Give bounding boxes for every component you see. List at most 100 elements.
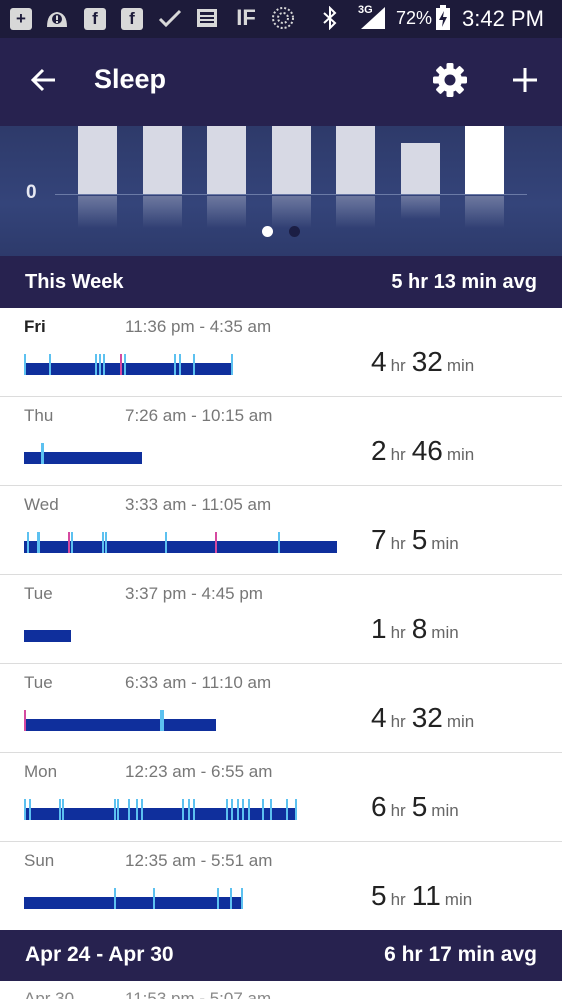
page-indicator-dot[interactable] [289, 226, 300, 237]
restless-mark [99, 354, 101, 375]
restless-mark [179, 354, 181, 375]
row-duration: 4 hr 32 min [371, 702, 480, 734]
restless-mark [165, 532, 167, 553]
chart-bar-reflection [465, 196, 504, 228]
duration-value: 5 [411, 791, 428, 822]
row-time-range: 11:53 pm - 5:07 am [125, 989, 272, 999]
restless-mark [217, 888, 219, 909]
restless-mark [241, 888, 243, 909]
restless-mark [237, 799, 239, 820]
page-indicator-dot[interactable] [262, 226, 273, 237]
restless-mark [193, 799, 195, 820]
chart-bar[interactable] [78, 126, 117, 194]
duration-unit: hr [390, 712, 406, 731]
chart-bar[interactable] [207, 126, 246, 194]
restless-mark [270, 799, 272, 820]
this-week-header: This Week 5 hr 13 min avg [0, 256, 562, 308]
awake-mark [120, 354, 122, 375]
restless-mark [295, 799, 297, 820]
restless-mark [231, 799, 233, 820]
row-time-range: 7:26 am - 10:15 am [125, 406, 273, 425]
check-icon [158, 7, 182, 29]
restless-mark [162, 710, 164, 731]
y-axis-zero-label: 0 [26, 182, 37, 203]
duration-value: 46 [411, 435, 443, 466]
sleep-log-row[interactable]: Fri 11:36 pm - 4:35 am 4 hr 32 min [0, 308, 562, 397]
restless-mark [24, 354, 26, 375]
chart-bar-reflection [207, 196, 246, 228]
sleep-stage-timeline [24, 797, 299, 821]
row-duration: 4 hr 32 min [371, 346, 480, 378]
restless-mark [248, 799, 250, 820]
back-button[interactable] [24, 60, 64, 100]
row-duration: 5 hr 11 min [371, 880, 478, 912]
sleep-log-row[interactable]: Mon 12:23 am - 6:55 am 6 hr 5 min [0, 753, 562, 842]
asleep-segment [24, 452, 142, 464]
chart-bar[interactable] [465, 126, 504, 194]
restless-mark [102, 532, 104, 553]
page-title: Sleep [94, 64, 167, 94]
asleep-segment [24, 897, 243, 909]
restless-mark [262, 799, 264, 820]
row-day: Wed [24, 495, 59, 514]
sleep-log-row[interactable]: Sun 12:35 am - 5:51 am 5 hr 11 min [0, 842, 562, 931]
duration-unit: hr [390, 356, 406, 375]
ifttt-icon: IF [236, 5, 256, 30]
duration-unit: min [431, 534, 459, 553]
sleep-log-row[interactable]: Tue 3:37 pm - 4:45 pm 1 hr 8 min [0, 575, 562, 664]
row-duration: 2 hr 46 min [371, 435, 480, 467]
sleep-log-row[interactable]: Thu 7:26 am - 10:15 am 2 hr 46 min [0, 397, 562, 486]
duration-value: 1 [371, 613, 387, 644]
duration-value: 4 [371, 346, 387, 377]
awake-mark [68, 532, 70, 553]
asleep-segment [24, 630, 71, 642]
row-day: Tue [24, 584, 53, 603]
asleep-segment [24, 363, 233, 375]
battery-icon [435, 5, 451, 30]
restless-mark [226, 799, 228, 820]
restless-mark [242, 799, 244, 820]
duration-value: 8 [411, 613, 428, 644]
restless-mark [141, 799, 143, 820]
bluetooth-icon [320, 6, 340, 30]
sleep-log-row[interactable]: Tue 6:33 am - 11:10 am 4 hr 32 min [0, 664, 562, 753]
duration-unit: min [446, 356, 475, 375]
android-alert-icon [44, 7, 70, 29]
asleep-segment [24, 541, 337, 553]
chart-bar[interactable] [336, 126, 375, 194]
duration-unit: hr [390, 890, 406, 909]
duration-unit: min [446, 445, 475, 464]
awake-mark [215, 532, 217, 553]
restless-mark [27, 532, 29, 553]
restless-mark [193, 354, 195, 375]
row-day: Sun [24, 851, 55, 870]
sleep-stage-timeline [24, 708, 218, 732]
duration-value: 5 [371, 880, 387, 911]
chart-bar[interactable] [272, 126, 311, 194]
chart-bar[interactable] [401, 143, 440, 194]
restless-mark [114, 888, 116, 909]
restless-mark [49, 354, 51, 375]
chart-bar[interactable] [143, 126, 182, 194]
network-type-label: 3G [358, 4, 373, 16]
settings-button[interactable] [430, 60, 470, 100]
row-time-range: 3:33 am - 11:05 am [125, 495, 272, 514]
sleep-log-row[interactable]: Wed 3:33 am - 11:05 am 7 hr 5 min [0, 486, 562, 575]
status-bar: + f f IF 3G 72% 3:42 PM [0, 0, 562, 38]
news-icon [195, 7, 219, 29]
section-label: Apr 24 - Apr 30 [25, 943, 174, 966]
asleep-segment [24, 808, 297, 820]
add-button[interactable] [505, 60, 545, 100]
week-header-apr-24[interactable]: Apr 24 - Apr 30 6 hr 17 min avg [0, 930, 562, 981]
row-day: Mon [24, 762, 58, 781]
add-box-icon: + [10, 8, 32, 30]
sleep-stage-timeline [24, 441, 144, 465]
facebook-icon: f [84, 8, 106, 30]
duration-value: 32 [411, 346, 443, 377]
restless-mark [29, 799, 31, 820]
row-time-range: 12:35 am - 5:51 am [125, 851, 273, 870]
chart-bar-reflection [143, 196, 182, 228]
sleep-log-row-partial[interactable]: Apr 30 11:53 pm - 5:07 am [0, 981, 562, 999]
restless-mark [95, 354, 97, 375]
sleep-bar-chart[interactable]: 0 [0, 126, 562, 256]
